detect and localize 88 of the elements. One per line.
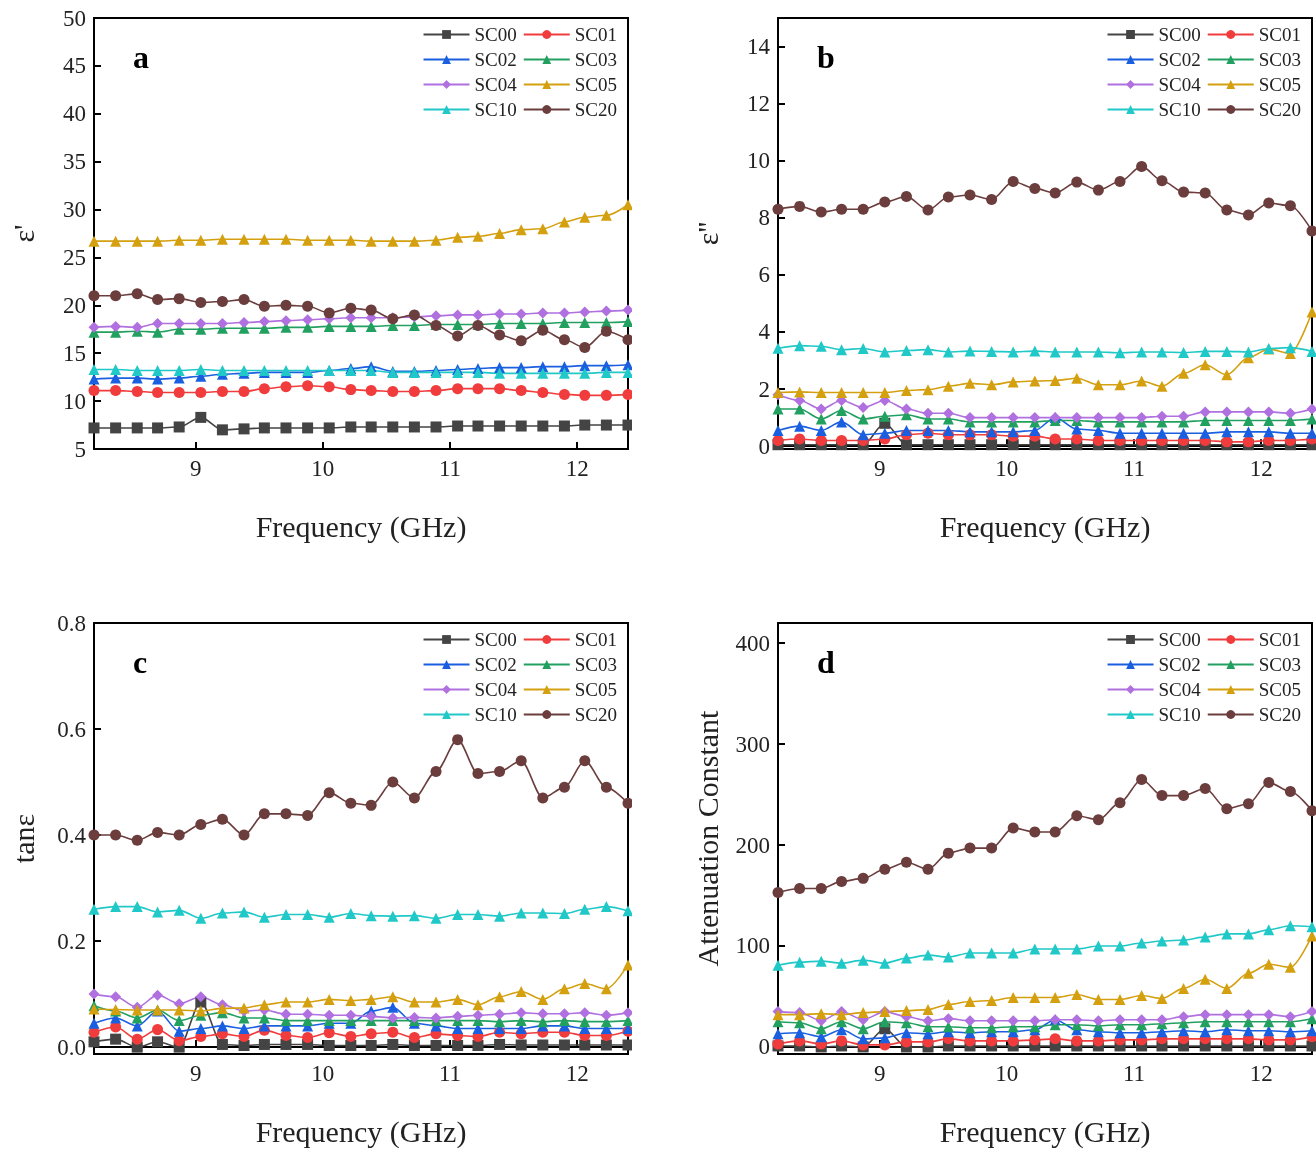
y-tick-label: 400 [735,630,770,656]
x-axis-title: Frequency (GHz) [939,1114,1151,1149]
legend-label: SC04 [1158,679,1202,700]
x-tick-label: 9 [873,1061,886,1086]
y-tick-label: 10 [63,388,86,414]
x-tick-label: 11 [1122,1061,1146,1086]
legend-label: SC05 [1258,679,1302,700]
y-tick-label: 300 [735,731,770,757]
y-tick-label: 0.2 [57,928,86,954]
legend-label: SC10 [474,704,517,725]
legend-label: SC01 [1258,24,1302,45]
y-tick-label: 0.4 [57,822,87,848]
legend-label: SC03 [1258,654,1302,675]
y-tick-label: 0.0 [57,1034,86,1060]
y-tick-label: 25 [63,244,86,270]
text: b [817,39,835,75]
legend-label: SC04 [474,74,518,95]
legend-label: SC20 [574,704,618,725]
y-tick-label: 14 [747,34,771,60]
x-tick-label: 12 [565,1061,589,1086]
y-tick-label: 0.6 [57,716,86,742]
legend-label: SC00 [1158,629,1201,650]
legend-label: SC00 [1158,24,1201,45]
x-tick-label: 9 [189,1061,202,1086]
x-tick-label: 10 [995,456,1019,481]
legend-label: SC05 [574,679,618,700]
legend-label: SC10 [1158,99,1201,120]
y-tick-label: 2 [758,376,770,402]
y-tick-label: 0.8 [57,610,86,636]
legend-label: SC05 [1258,74,1302,95]
legend-label: SC20 [1258,99,1302,120]
y-tick-label: 4 [758,319,771,345]
legend-label: SC03 [574,49,618,70]
y-tick-label: 100 [735,933,770,959]
y-axis-title: Attenuation Constant [690,709,724,967]
y-tick-label: 20 [63,292,86,318]
text: c [133,644,148,680]
x-tick-label: 11 [438,456,462,481]
legend-label: SC02 [474,49,517,70]
y-tick-label: 6 [758,262,770,288]
legend-label: SC20 [574,99,618,120]
y-tick-label: 5 [74,436,86,462]
text: a [133,39,149,75]
legend-label: SC10 [474,99,517,120]
legend-label: SC03 [1258,49,1302,70]
y-tick-label: 35 [63,149,86,175]
y-tick-label: 8 [758,205,770,231]
x-axis-title: Frequency (GHz) [255,1114,467,1149]
x-tick-label: 9 [189,456,202,481]
y-tick-label: 45 [63,53,86,79]
x-tick-label: 11 [438,1061,462,1086]
text: d [817,644,835,680]
x-tick-label: 12 [1249,456,1273,481]
y-axis-title: tanε [6,813,40,864]
x-tick-label: 12 [565,456,589,481]
legend-label: SC01 [1258,629,1302,650]
y-tick-label: 0 [758,433,770,459]
legend-label: SC00 [474,24,517,45]
x-tick-label: 11 [1122,456,1146,481]
x-axis-title: Frequency (GHz) [939,509,1151,544]
legend-label: SC02 [1158,49,1201,70]
y-tick-label: 30 [63,197,86,223]
x-tick-label: 10 [311,456,335,481]
legend-label: SC01 [574,629,618,650]
y-axis-title: ε'' [690,221,724,246]
legend-label: SC01 [574,24,618,45]
legend-label: SC02 [1158,654,1201,675]
x-tick-label: 12 [1249,1061,1273,1086]
legend-label: SC20 [1258,704,1302,725]
y-tick-label: 40 [63,101,86,127]
x-tick-label: 10 [311,1061,335,1086]
legend-label: SC00 [474,629,517,650]
legend-label: SC05 [574,74,618,95]
y-tick-label: 10 [747,148,770,174]
x-tick-label: 10 [995,1061,1019,1086]
y-axis-title: ε' [6,224,40,243]
y-tick-label: 15 [63,340,86,366]
y-tick-label: 12 [747,91,770,117]
legend-label: SC04 [474,679,518,700]
legend-label: SC03 [574,654,618,675]
x-axis-title: Frequency (GHz) [255,509,467,544]
y-tick-label: 0 [758,1034,770,1060]
legend-label: SC04 [1158,74,1202,95]
x-tick-label: 9 [873,456,886,481]
y-tick-label: 200 [735,832,770,858]
y-tick-label: 50 [63,5,86,31]
legend-label: SC02 [474,654,517,675]
legend-label: SC10 [1158,704,1201,725]
